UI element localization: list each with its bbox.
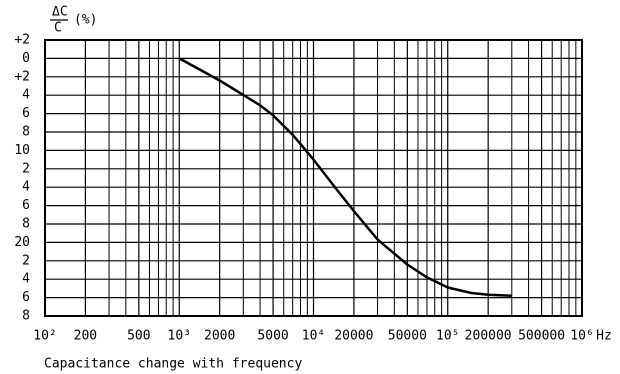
y-tick-label: 8 [22, 217, 30, 232]
y-tick-label: 2 [22, 161, 30, 176]
y-label-unit: (%) [74, 13, 97, 28]
curve [178, 57, 512, 298]
y-tick-label: 4 [22, 88, 30, 103]
x-tick-label: 10⁴ [302, 329, 325, 344]
x-tick-label: 500000 [518, 329, 565, 344]
y-tick-label: 8 [22, 309, 30, 324]
x-tick-label: 200 [74, 329, 97, 344]
y-tick-label: 2 [22, 253, 30, 268]
y-tick-label: 10 [14, 143, 30, 158]
chart-title: Capacitance change with frequency [44, 357, 302, 372]
y-tick-label: +2 [14, 33, 30, 48]
x-tick-label: 500 [127, 329, 150, 344]
x-tick-label: 50000 [388, 329, 427, 344]
x-tick-label: 10² [33, 329, 56, 344]
x-tick-label: 10⁵ [436, 329, 459, 344]
x-tick-label: 200000 [465, 329, 512, 344]
y-tick-label: 6 [22, 106, 30, 121]
x-tick-label: 20000 [334, 329, 373, 344]
x-tick-label: 5000 [257, 329, 288, 344]
y-tick-label: +2 [14, 69, 30, 84]
y-tick-label: 4 [22, 272, 30, 287]
y-tick-label: 0 [22, 51, 30, 66]
y-label-numerator: ΔC [52, 5, 68, 20]
y-tick-label: 4 [22, 180, 30, 195]
x-tick-label: 2000 [204, 329, 235, 344]
y-tick-label: 6 [22, 198, 30, 213]
y-tick-label: 6 [22, 290, 30, 305]
y-tick-label: 8 [22, 125, 30, 140]
y-label-denominator: C [54, 21, 62, 36]
x-tick-label: 10³ [168, 329, 191, 344]
x-tick-label: 10⁶ [570, 329, 593, 344]
y-tick-label: 20 [14, 235, 30, 250]
x-axis-unit: Hz [596, 329, 612, 344]
plot-frame [44, 39, 583, 317]
